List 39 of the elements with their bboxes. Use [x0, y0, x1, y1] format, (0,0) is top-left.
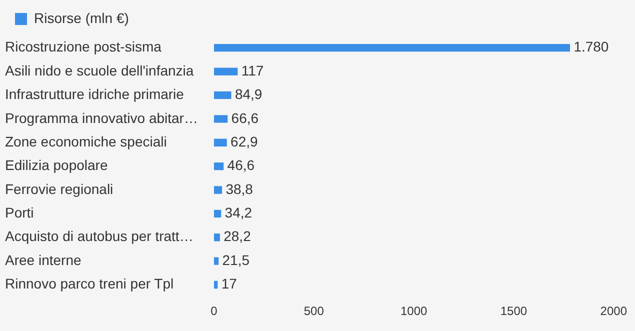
- bar: [214, 44, 570, 52]
- bar: [214, 210, 222, 218]
- y-tick-label: Zone economiche speciali: [5, 133, 167, 150]
- bar: [214, 162, 224, 170]
- data-label: 38,8: [226, 180, 254, 197]
- bar: [214, 186, 222, 194]
- bar: [214, 234, 220, 242]
- data-label: 117: [241, 62, 264, 78]
- y-tick-label: Ferrovie regionali: [5, 180, 114, 197]
- bar: [214, 138, 227, 146]
- x-tick-label: 0: [210, 304, 218, 318]
- y-tick-label: Aree interne: [5, 252, 82, 268]
- bar: [214, 115, 228, 123]
- y-tick-label: Acquisto di autobus per tratt…: [5, 228, 194, 244]
- x-tick-label: 1000: [400, 304, 428, 318]
- bar: [214, 91, 232, 100]
- y-tick-label: Porti: [5, 204, 34, 221]
- data-label: 62,9: [230, 133, 258, 150]
- bar: [214, 68, 238, 76]
- y-tick-label: Edilizia popolare: [5, 157, 108, 174]
- data-label: 84,9: [234, 86, 262, 102]
- y-tick-label: Asili nido e scuole dell'infanzia: [5, 62, 194, 78]
- y-tick-label: Ricostruzione post-sisma: [5, 38, 162, 55]
- data-label: 1.780: [574, 38, 609, 55]
- data-label: 46,6: [227, 157, 255, 174]
- x-tick-label: 2000: [600, 304, 628, 318]
- data-label: 21,5: [222, 252, 250, 268]
- bar: [214, 257, 219, 265]
- y-tick-label: Programma innovativo abitar…: [5, 110, 198, 126]
- x-tick-label: 1500: [500, 304, 528, 318]
- data-label: 17: [221, 276, 238, 292]
- data-label: 34,2: [224, 204, 252, 221]
- data-label: 66,6: [231, 110, 259, 126]
- legend-label: Risorse (mln €): [34, 10, 129, 26]
- y-tick-label: Infrastrutture idriche primarie: [5, 86, 184, 102]
- data-label: 28,2: [224, 228, 252, 244]
- y-tick-label: Rinnovo parco treni per Tpl: [5, 276, 174, 292]
- x-tick-label: 500: [304, 304, 324, 318]
- bar: [214, 280, 218, 289]
